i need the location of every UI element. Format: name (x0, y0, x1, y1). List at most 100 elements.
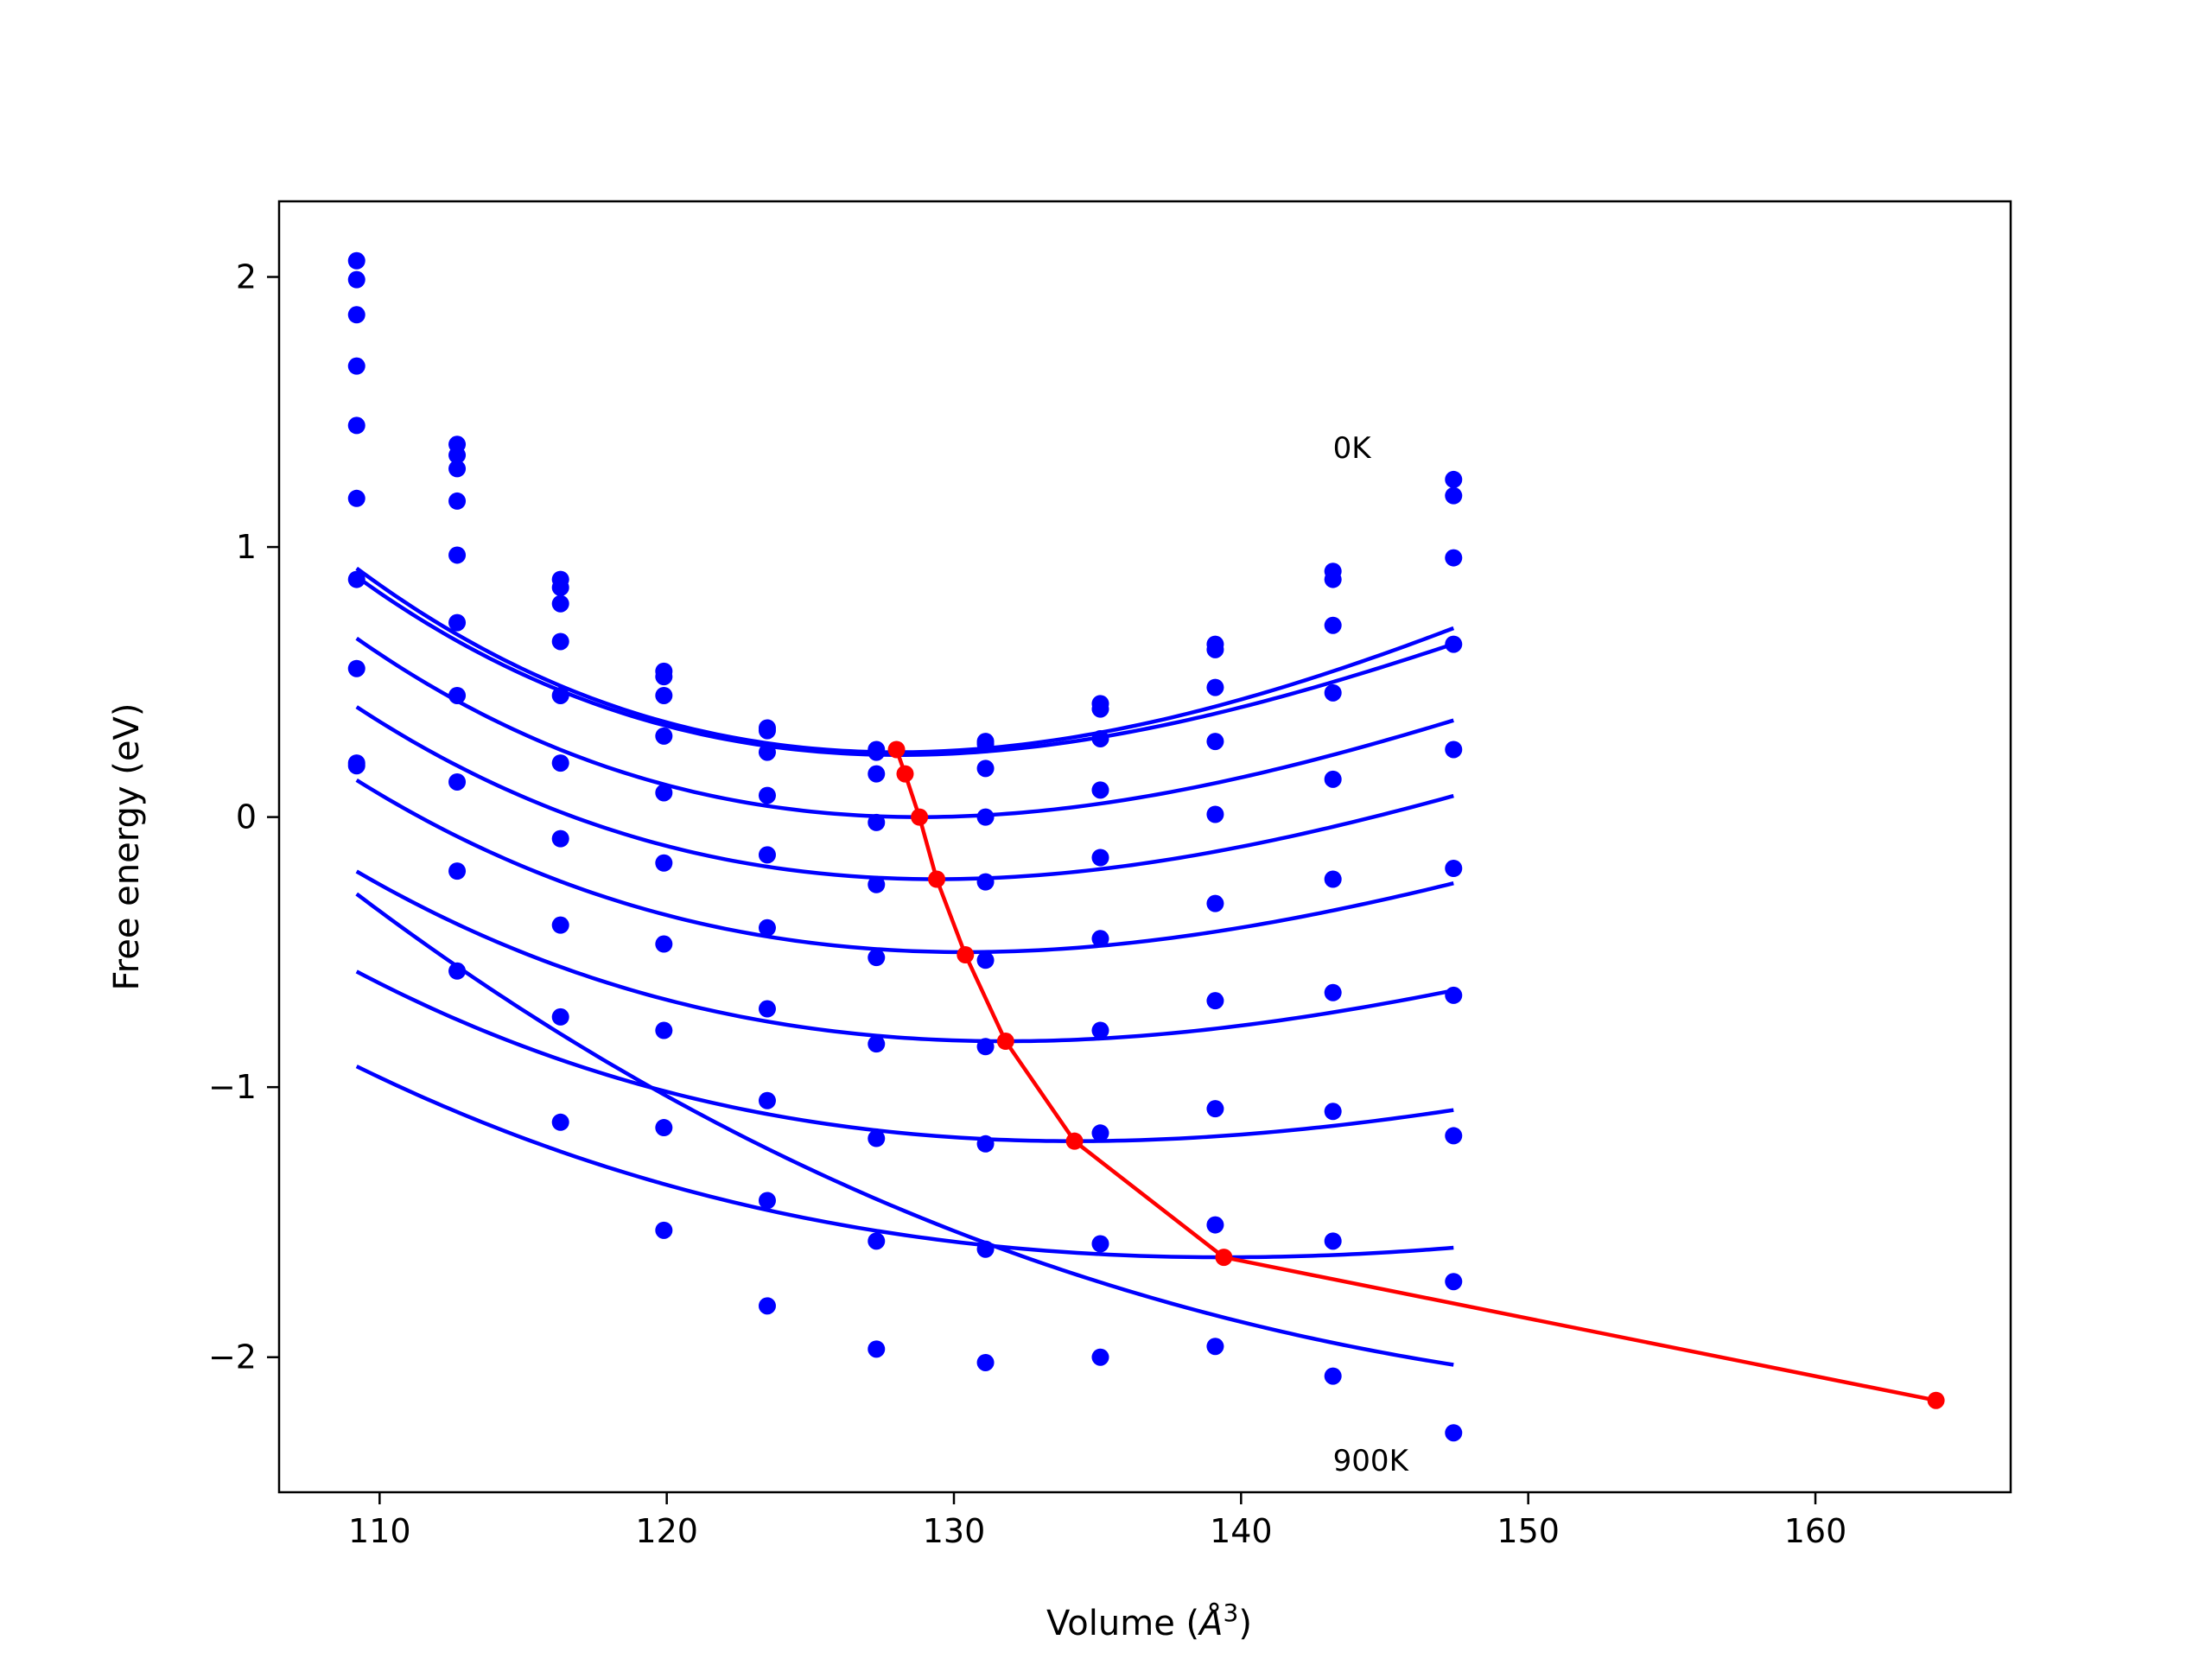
equilibrium-point (1927, 1391, 1945, 1409)
x-tick-label: 150 (1497, 1512, 1560, 1550)
data-point (551, 1113, 569, 1131)
data-point (976, 1353, 995, 1371)
data-point (868, 765, 886, 783)
data-point (758, 743, 776, 761)
equilibrium-point (887, 741, 906, 759)
fit-curve-3 (355, 705, 1454, 881)
equilibrium-series (887, 741, 1945, 1409)
data-point (448, 962, 467, 980)
data-point (1091, 1021, 1109, 1039)
data-point (347, 251, 365, 270)
data-point (347, 270, 365, 289)
equilibrium-point (896, 765, 914, 783)
data-point (1091, 1348, 1109, 1366)
data-point (1091, 729, 1109, 747)
equilibrium-point (928, 870, 946, 888)
x-tick-label: 160 (1784, 1512, 1847, 1550)
y-tick-label: −1 (208, 1068, 257, 1106)
data-point (1445, 486, 1463, 505)
data-point (1445, 635, 1463, 653)
annotations: 0K 900K (1333, 431, 1410, 1478)
annotation-label: 900K (1333, 1444, 1410, 1478)
data-point (1091, 1124, 1109, 1142)
fit-curve-2 (355, 636, 1454, 819)
x-tick-label: 140 (1210, 1512, 1273, 1550)
x-axis-label-unit: Å (1197, 1602, 1223, 1643)
y-tick-label: 1 (236, 528, 257, 566)
data-point (1324, 770, 1342, 788)
data-point (655, 1119, 673, 1137)
data-point (976, 808, 995, 826)
data-point (976, 873, 995, 891)
data-point (758, 786, 776, 804)
data-point (868, 1035, 886, 1053)
equilibrium-point (911, 808, 929, 826)
data-point (1091, 930, 1109, 948)
data-point (655, 935, 673, 953)
data-point (1206, 1338, 1224, 1356)
x-axis-label: Volume (Å3) (1046, 1599, 1252, 1643)
y-tick-label: −2 (208, 1338, 257, 1376)
data-point (1324, 570, 1342, 588)
x-axis-label-exponent: 3 (1224, 1599, 1239, 1627)
plot-frame (277, 200, 2012, 1494)
data-point (1206, 805, 1224, 823)
fit-curve-4 (355, 778, 1454, 955)
data-point (551, 1007, 569, 1026)
data-point (551, 830, 569, 848)
data-point (1324, 1103, 1342, 1121)
data-point (758, 1091, 776, 1109)
equilibrium-point (996, 1033, 1014, 1051)
fit-curves (355, 566, 1455, 1367)
data-point (655, 1021, 673, 1039)
fit-curve-7 (355, 1065, 1454, 1260)
data-point (1206, 1100, 1224, 1118)
data-point (1091, 1235, 1109, 1253)
data-point (868, 813, 886, 831)
data-point (448, 492, 467, 510)
data-point (868, 875, 886, 893)
data-point (1091, 700, 1109, 718)
data-point (448, 613, 467, 632)
data-point (448, 446, 467, 464)
data-point (1324, 983, 1342, 1001)
data-point (1324, 683, 1342, 702)
equilibrium-point (957, 946, 975, 964)
data-point (758, 1000, 776, 1018)
x-tick-label: 130 (923, 1512, 986, 1550)
data-point (655, 727, 673, 745)
data-point (347, 659, 365, 677)
data-point (1445, 741, 1463, 759)
data-point (347, 416, 365, 435)
data-point (551, 578, 569, 596)
data-point (976, 1240, 995, 1258)
data-point (551, 916, 569, 934)
equilibrium-point (1215, 1249, 1233, 1267)
data-point (1324, 1367, 1342, 1385)
data-point (551, 594, 569, 613)
data-point (1445, 549, 1463, 567)
data-point (1445, 860, 1463, 878)
data-point (1206, 894, 1224, 912)
data-point (655, 784, 673, 802)
y-axis-label: Free energy (eV) (107, 703, 147, 991)
fit-curve-1 (355, 575, 1454, 757)
data-point (868, 1129, 886, 1147)
data-point (1445, 1273, 1463, 1291)
data-point (347, 306, 365, 324)
data-point (1324, 1232, 1342, 1250)
data-point (1206, 733, 1224, 751)
x-axis-ticks: 110 120 130 140 150 160 (348, 1492, 1847, 1550)
data-point (448, 772, 467, 791)
fit-curve-8 (355, 892, 1454, 1367)
data-point (551, 754, 569, 772)
data-point (1445, 1424, 1463, 1442)
data-point (758, 1192, 776, 1210)
data-point (868, 1232, 886, 1250)
data-point (868, 1340, 886, 1358)
data-point (1206, 640, 1224, 658)
x-axis-label-text: Volume ( (1046, 1604, 1199, 1643)
x-tick-label: 120 (635, 1512, 698, 1550)
data-point (655, 854, 673, 872)
